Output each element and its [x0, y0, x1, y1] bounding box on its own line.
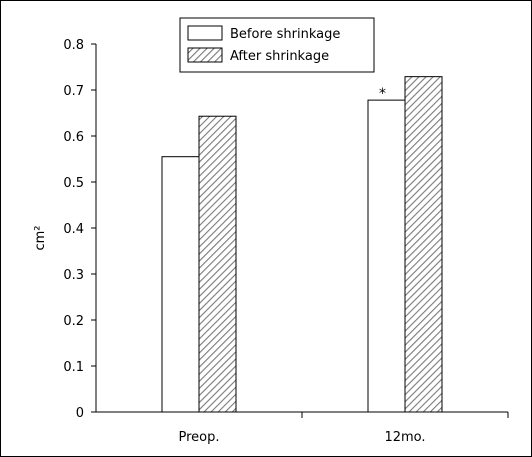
x-category-label-0: Preop. — [178, 430, 219, 445]
y-tick-label-3: 0.3 — [63, 268, 84, 283]
legend: Before shrinkage After shrinkage — [179, 17, 375, 73]
axes — [91, 43, 509, 418]
labels: 0 0.1 0.2 0.3 0.4 0.5 0.6 0.7 0.8 Preop. 12mo. * — [63, 38, 425, 445]
legend-label-after: After shrinkage — [230, 49, 329, 64]
y-tick-label-6: 0.6 — [63, 130, 84, 145]
bar-before-shrinkage-preop — [161, 156, 200, 413]
y-tick-label-2: 0.2 — [63, 314, 84, 329]
legend-swatch-before — [187, 25, 223, 41]
y-tick-label-8: 0.8 — [63, 38, 84, 53]
bar-before-shrinkage-12mo — [367, 99, 406, 413]
y-tick-label-5: 0.5 — [63, 176, 84, 191]
y-axis-label: cm² — [33, 225, 48, 250]
bars — [161, 76, 443, 413]
y-tick-label-4: 0.4 — [63, 222, 84, 237]
bar-after-shrinkage-preop — [198, 115, 237, 413]
legend-label-before: Before shrinkage — [230, 27, 340, 42]
y-tick-label-1: 0.1 — [63, 360, 84, 375]
x-category-label-1: 12mo. — [384, 430, 425, 445]
y-tick-label-7: 0.7 — [63, 84, 84, 99]
legend-swatch-after — [187, 47, 223, 63]
y-tick-label-0: 0 — [76, 406, 84, 421]
bar-after-shrinkage-12mo — [404, 76, 443, 413]
significance-marker-0: * — [379, 86, 386, 102]
